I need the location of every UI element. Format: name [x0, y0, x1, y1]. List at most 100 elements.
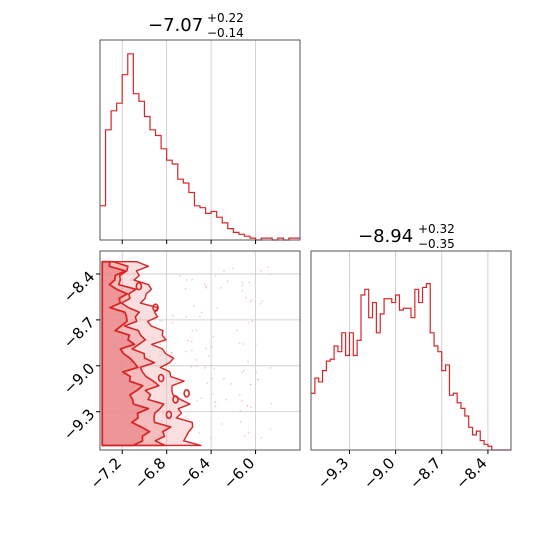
scatter-point	[129, 279, 132, 282]
scatter-point	[190, 349, 193, 352]
contour-inner	[101, 260, 151, 447]
scatter-point	[254, 343, 257, 346]
top-title-lower-error: −0.14	[207, 26, 244, 40]
scatter-point	[171, 314, 174, 317]
scatter-point	[213, 367, 215, 370]
scatter-point	[185, 350, 187, 353]
scatter-point	[269, 273, 272, 276]
scatter-point	[243, 369, 245, 372]
contour-x-tick-label: −6.0	[220, 454, 258, 492]
scatter-point	[249, 383, 252, 386]
scatter-point	[245, 296, 247, 299]
scatter-point	[179, 274, 182, 277]
contour-island	[152, 303, 159, 312]
right-histogram-line	[311, 283, 511, 451]
contour-x-tick-label: −6.8	[131, 454, 169, 492]
scatter-point	[220, 286, 222, 289]
right-title-lower-error: −0.35	[418, 237, 455, 251]
scatter-point	[205, 285, 207, 288]
contour-x-tick-label: −7.2	[87, 454, 125, 492]
scatter-point	[248, 281, 251, 284]
scatter-point	[259, 302, 262, 305]
scatter-point	[204, 367, 207, 369]
scatter-point	[260, 269, 262, 272]
scatter-point	[212, 392, 215, 395]
scatter-point	[241, 371, 243, 374]
scatter-point	[206, 382, 209, 385]
scatter-point	[200, 311, 203, 314]
scatter-point	[210, 345, 213, 348]
scatter-point	[231, 267, 234, 270]
right-title-value: −8.94	[358, 226, 413, 247]
scatter-point	[190, 340, 193, 343]
scatter-point	[159, 343, 161, 346]
right-histogram-title: −8.94 +0.32 −0.35	[358, 222, 455, 251]
scatter-point	[210, 436, 212, 439]
scatter-point	[260, 437, 263, 439]
scatter-point	[251, 299, 253, 302]
scatter-point	[159, 354, 161, 357]
scatter-point	[187, 417, 190, 420]
scatter-point	[170, 352, 173, 355]
scatter-point	[247, 360, 249, 363]
scatter-point	[247, 431, 250, 434]
contour-island	[183, 389, 190, 398]
scatter-point	[205, 347, 208, 350]
scatter-point	[191, 330, 194, 332]
scatter-point	[211, 377, 214, 380]
scatter-point	[139, 316, 142, 319]
scatter-point	[175, 379, 178, 382]
scatter-point	[171, 321, 174, 324]
scatter-point	[185, 316, 188, 319]
top-histogram-line	[100, 53, 300, 241]
top-title-value: −7.07	[148, 15, 203, 36]
scatter-point	[267, 266, 270, 269]
scatter-point	[257, 378, 260, 381]
contour-frame	[99, 250, 301, 451]
scatter-point	[195, 365, 198, 367]
scatter-point	[161, 419, 163, 422]
scatter-point	[204, 283, 206, 286]
scatter-point	[236, 329, 239, 332]
contour-y-tick-label: −8.7	[60, 314, 98, 352]
scatter-point	[214, 401, 217, 403]
scatter-point	[216, 306, 218, 309]
scatter-point	[195, 359, 198, 361]
scatter-point	[184, 287, 187, 290]
right-hist-tick-label: −9.0	[360, 454, 398, 492]
scatter-point	[191, 278, 194, 281]
scatter-point	[226, 280, 229, 283]
scatter-point	[195, 329, 198, 332]
scatter-point	[185, 279, 188, 281]
right-hist-tick-label: −8.7	[406, 454, 444, 492]
scatter-point	[270, 402, 273, 405]
scatter-point	[246, 404, 249, 407]
scatter-point	[251, 320, 254, 323]
scatter-point	[223, 378, 225, 380]
scatter-point	[243, 434, 246, 437]
right-hist-tick-label: −8.4	[452, 454, 490, 492]
scatter-point	[223, 269, 225, 272]
scatter-point	[193, 305, 196, 307]
scatter-point	[247, 321, 250, 324]
scatter-point	[269, 367, 272, 369]
scatter-point	[187, 339, 189, 342]
scatter-point	[261, 300, 264, 303]
scatter-point	[241, 281, 244, 284]
contour-y-tick-label: −9.3	[60, 405, 98, 443]
top-title-upper-error: +0.22	[207, 11, 244, 25]
scatter-point	[212, 335, 215, 338]
scatter-point	[120, 278, 123, 281]
contour-island	[135, 281, 143, 291]
right-title-upper-error: +0.32	[418, 222, 455, 236]
scatter-point	[198, 315, 201, 318]
scatter-point	[196, 399, 198, 402]
top-histogram-frame	[99, 39, 301, 241]
scatter-point	[214, 405, 217, 408]
scatter-point	[241, 400, 243, 402]
scatter-point	[241, 284, 244, 287]
scatter-point	[198, 431, 201, 434]
scatter-point	[220, 423, 223, 425]
scatter-point	[250, 406, 252, 409]
scatter-point	[149, 355, 151, 358]
